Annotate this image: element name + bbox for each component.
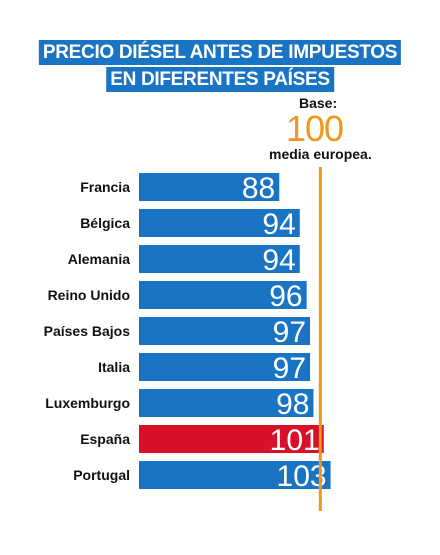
category-label: España <box>80 431 130 447</box>
bar-7 <box>139 389 314 417</box>
category-label: Italia <box>98 359 130 375</box>
bar-5 <box>139 317 311 345</box>
value-label: 103 <box>277 460 327 493</box>
value-label: 94 <box>262 244 295 277</box>
value-label: 88 <box>242 172 275 205</box>
category-label: Reino Unido <box>48 287 130 303</box>
category-label: Alemania <box>68 251 130 267</box>
value-label: 97 <box>273 316 306 349</box>
chart-title-line-2: EN DIFERENTES PAÍSES <box>106 67 334 92</box>
value-label: 96 <box>269 280 302 313</box>
value-label: 97 <box>273 352 306 385</box>
category-label: Francia <box>80 179 130 195</box>
base-value: 100 <box>286 108 344 149</box>
bar-6 <box>139 353 311 381</box>
category-label: Luxemburgo <box>45 395 130 411</box>
value-label: 101 <box>270 424 320 457</box>
category-label: Países Bajos <box>44 323 131 339</box>
value-label: 94 <box>262 208 295 241</box>
bar-9 <box>139 461 331 489</box>
bar-1 <box>139 173 280 201</box>
bar-2 <box>139 209 300 237</box>
bar-4 <box>139 281 307 309</box>
chart-title-line-1: PRECIO DIÉSEL ANTES DE IMPUESTOS <box>38 40 402 65</box>
base-label-bottom: media europea. <box>269 146 372 162</box>
value-label: 98 <box>276 388 309 421</box>
bar-8 <box>139 425 324 453</box>
bar-3 <box>139 245 300 273</box>
category-label: Bélgica <box>80 215 130 231</box>
base-label-top: Base: <box>299 95 338 111</box>
category-label: Portugal <box>73 467 130 483</box>
